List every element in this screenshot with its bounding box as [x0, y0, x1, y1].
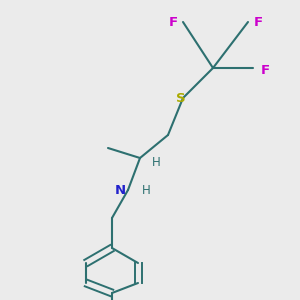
Text: H: H — [142, 184, 150, 196]
Text: H: H — [152, 155, 160, 169]
Text: F: F — [260, 64, 270, 76]
Text: F: F — [254, 16, 262, 28]
Text: N: N — [114, 184, 126, 196]
Text: S: S — [176, 92, 186, 106]
Text: F: F — [168, 16, 178, 28]
